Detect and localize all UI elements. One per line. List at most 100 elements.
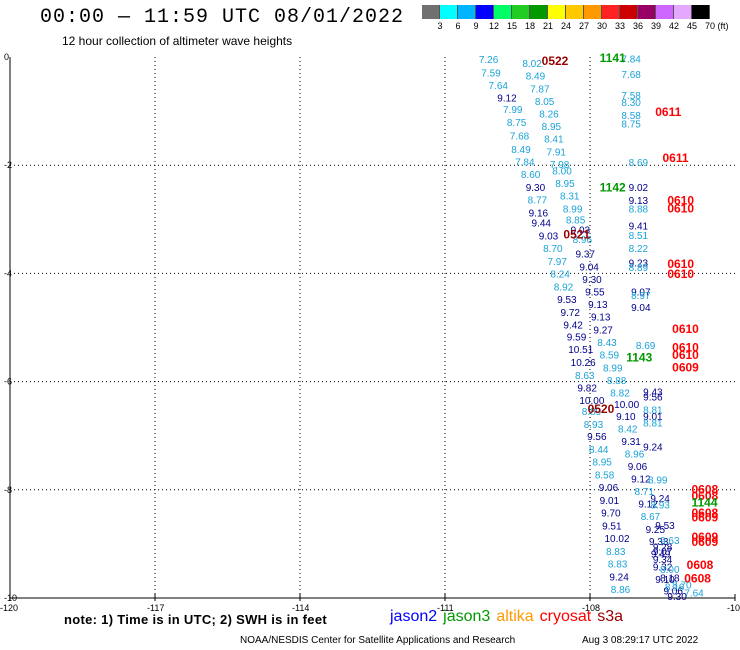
timestamp: Aug 3 08:29:17 UTC 2022: [582, 635, 699, 646]
wave-height-value: 9.10: [655, 575, 675, 586]
wave-height-value: 7.64: [489, 81, 509, 92]
wave-height-value: 9.53: [557, 295, 577, 306]
color-scale-label: 30: [596, 21, 607, 31]
wave-height-value: 9.55: [585, 287, 605, 298]
wave-height-value: 9.13: [591, 313, 611, 324]
wave-height-value: 8.83: [606, 547, 626, 558]
pass-time-label: 0610: [667, 193, 694, 207]
y-tick-label: -2: [4, 160, 12, 170]
wave-height-value: 7.68: [510, 131, 530, 142]
satellite-legend: jason2 jason3 altika cryosat s3a: [390, 608, 629, 626]
color-scale-swatch: [566, 5, 584, 19]
x-tick-label: -120: [0, 603, 18, 613]
wave-height-value: 7.97: [547, 257, 567, 268]
color-scale-unit: (ft): [717, 21, 729, 31]
wave-height-value: 7.98: [550, 160, 570, 171]
legend-item-cryosat: cryosat: [539, 608, 592, 625]
color-scale-swatch: [692, 5, 710, 19]
color-scale-swatch: [584, 5, 602, 19]
legend-item-s3a: s3a: [597, 608, 624, 625]
wave-height-value: 8.63: [575, 371, 595, 382]
wave-height-value: 7.84: [621, 55, 641, 66]
wave-height-value: 7.26: [479, 55, 499, 66]
y-tick-label: -4: [4, 268, 12, 278]
legend-item-jason2: jason2: [390, 608, 438, 625]
x-tick-label: -111: [437, 603, 454, 613]
pass-time-label: 0609: [692, 530, 719, 544]
y-tick-label: -8: [4, 485, 12, 495]
wave-height-value: 8.75: [507, 118, 527, 129]
wave-height-value: 10.51: [568, 345, 593, 356]
wave-height-value: 9.13: [629, 196, 649, 207]
wave-height-value: 8.05: [535, 97, 555, 108]
wave-height-value: 9.01: [600, 496, 620, 507]
color-scale-swatch: [440, 5, 458, 19]
wave-height-value: 8.42: [618, 425, 638, 436]
wave-height-value: 8.67: [641, 512, 661, 523]
wave-height-value: 8.30: [621, 98, 641, 109]
wave-height-value: 8.99: [603, 364, 623, 375]
wave-height-value: 8.89: [582, 407, 602, 418]
color-scale-swatch: [656, 5, 674, 19]
color-scale-swatch: [620, 5, 638, 19]
wave-height-value: 9.33: [649, 537, 669, 548]
pass-time-label: 0609: [672, 360, 699, 374]
wave-height-value: 8.96: [625, 450, 645, 461]
wave-height-value: 9.16: [529, 208, 549, 219]
wave-height-value: 9.04: [631, 303, 651, 314]
observation-values: 7.267.597.649.127.998.757.688.497.848.60…: [479, 55, 704, 603]
wave-height-value: 8.95: [542, 122, 562, 133]
wave-height-value: 8.70: [672, 580, 692, 591]
x-tick-label: -105: [727, 603, 740, 613]
wave-height-value: 9.34: [653, 555, 673, 566]
color-scale-swatch: [638, 5, 656, 19]
wave-height-value: 8.95: [592, 458, 612, 469]
pass-time-label: 0610: [672, 340, 699, 354]
color-scale-swatch: [548, 5, 566, 19]
wave-height-value: 8.49: [526, 71, 546, 82]
wave-height-value: 9.10: [616, 412, 636, 423]
wave-height-value: 8.89: [629, 263, 649, 274]
pass-time-label: 0610: [667, 257, 694, 271]
x-tick-label: -117: [147, 603, 164, 613]
wave-height-value: 10.00: [614, 400, 639, 411]
wave-height-value: 9.25: [646, 525, 666, 536]
wave-height-value: 9.30: [526, 183, 546, 194]
wave-height-value: 9.30: [667, 592, 687, 603]
y-tick-label: 0: [4, 52, 9, 62]
color-scale-label: 27: [578, 21, 589, 31]
wave-height-value: 9.42: [563, 320, 583, 331]
wave-height-value: 8.16: [665, 583, 685, 594]
wave-height-value: 8.88: [607, 376, 627, 387]
wave-height-value: 8.02: [522, 59, 542, 70]
wave-height-value: 9.23: [629, 259, 649, 270]
color-scale-swatch: [674, 5, 692, 19]
wave-height-value: 9.53: [655, 521, 675, 532]
color-scale-label: 33: [614, 21, 625, 31]
wave-height-value: 8.51: [629, 231, 649, 242]
wave-height-value: 8.58: [595, 471, 615, 482]
wave-height-value: 9.44: [532, 219, 552, 230]
wave-height-value: 8.77: [528, 195, 548, 206]
wave-height-value: 9.63: [660, 536, 680, 547]
wave-height-value: 8.69: [636, 341, 656, 352]
wave-height-value: 9.02: [629, 183, 649, 194]
wave-height-value: 7.64: [684, 589, 704, 600]
color-scale-label: 3: [437, 21, 443, 31]
color-scale-label: 70: [704, 21, 715, 31]
wave-height-value: 9.56: [587, 432, 607, 443]
wave-height-value: 7.59: [481, 69, 501, 80]
wave-height-value: 9.12: [631, 474, 651, 485]
color-scale-label: 42: [668, 21, 679, 31]
wave-height-value: 8.60: [521, 170, 541, 181]
wave-height-value: 8.22: [629, 244, 649, 255]
color-scale-swatch: [602, 5, 620, 19]
wave-height-value: 9.82: [577, 384, 597, 395]
color-scale-swatch: [458, 5, 476, 19]
wave-height-value: 9.49: [651, 550, 671, 561]
color-scale-label: 15: [506, 21, 517, 31]
pass-time-label: 0608: [692, 506, 719, 520]
pass-time-label: 1144: [692, 496, 718, 510]
x-tick-label: -108: [582, 603, 600, 613]
color-scale-label: 45: [686, 21, 697, 31]
